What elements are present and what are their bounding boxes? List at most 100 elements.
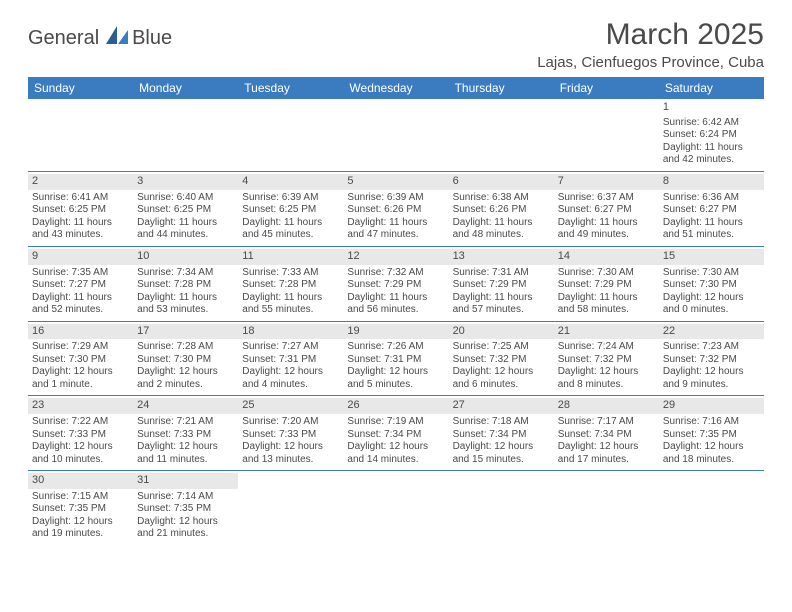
- daylight-text: Daylight: 12 hours and 13 minutes.: [242, 441, 339, 466]
- sunrise-text: Sunrise: 6:39 AM: [347, 192, 444, 205]
- day-number: 21: [554, 324, 659, 340]
- day-cell: 9Sunrise: 7:35 AMSunset: 7:27 PMDaylight…: [28, 247, 133, 321]
- daylight-text: Daylight: 12 hours and 9 minutes.: [663, 366, 760, 391]
- day-number: 26: [343, 398, 448, 414]
- daylight-text: Daylight: 11 hours and 47 minutes.: [347, 217, 444, 242]
- sunset-text: Sunset: 7:30 PM: [137, 354, 234, 367]
- calendar: SundayMondayTuesdayWednesdayThursdayFrid…: [28, 77, 764, 545]
- day-cell: 13Sunrise: 7:31 AMSunset: 7:29 PMDayligh…: [449, 247, 554, 321]
- day-cell: [343, 471, 448, 545]
- sunset-text: Sunset: 7:29 PM: [558, 279, 655, 292]
- day-number: 22: [659, 324, 764, 340]
- day-cell: 17Sunrise: 7:28 AMSunset: 7:30 PMDayligh…: [133, 322, 238, 396]
- sunrise-text: Sunrise: 7:16 AM: [663, 416, 760, 429]
- daylight-text: Daylight: 12 hours and 18 minutes.: [663, 441, 760, 466]
- day-cell: 29Sunrise: 7:16 AMSunset: 7:35 PMDayligh…: [659, 396, 764, 470]
- day-number: 23: [28, 398, 133, 414]
- day-cell: 5Sunrise: 6:39 AMSunset: 6:26 PMDaylight…: [343, 172, 448, 246]
- sunset-text: Sunset: 7:32 PM: [453, 354, 550, 367]
- day-cell: 30Sunrise: 7:15 AMSunset: 7:35 PMDayligh…: [28, 471, 133, 545]
- day-number: 12: [343, 249, 448, 265]
- sunrise-text: Sunrise: 7:19 AM: [347, 416, 444, 429]
- sunset-text: Sunset: 7:35 PM: [32, 503, 129, 516]
- day-number: 7: [554, 174, 659, 190]
- sunrise-text: Sunrise: 6:37 AM: [558, 192, 655, 205]
- sunset-text: Sunset: 7:27 PM: [32, 279, 129, 292]
- daylight-text: Daylight: 11 hours and 55 minutes.: [242, 292, 339, 317]
- day-cell: 16Sunrise: 7:29 AMSunset: 7:30 PMDayligh…: [28, 322, 133, 396]
- sunset-text: Sunset: 7:32 PM: [663, 354, 760, 367]
- sunset-text: Sunset: 6:25 PM: [32, 204, 129, 217]
- day-number: 15: [659, 249, 764, 265]
- month-title: March 2025: [537, 18, 764, 52]
- day-number: 11: [238, 249, 343, 265]
- sunrise-text: Sunrise: 6:38 AM: [453, 192, 550, 205]
- daylight-text: Daylight: 11 hours and 52 minutes.: [32, 292, 129, 317]
- day-cell: [343, 99, 448, 171]
- sunrise-text: Sunrise: 7:20 AM: [242, 416, 339, 429]
- sunrise-text: Sunrise: 6:42 AM: [663, 117, 760, 130]
- day-number: 30: [28, 473, 133, 489]
- daylight-text: Daylight: 12 hours and 10 minutes.: [32, 441, 129, 466]
- daylight-text: Daylight: 11 hours and 44 minutes.: [137, 217, 234, 242]
- weekday-header: Tuesday: [238, 77, 343, 99]
- daylight-text: Daylight: 12 hours and 1 minute.: [32, 366, 129, 391]
- logo: General Blue: [28, 26, 172, 55]
- day-cell: 1Sunrise: 6:42 AMSunset: 6:24 PMDaylight…: [659, 99, 764, 171]
- day-cell: 11Sunrise: 7:33 AMSunset: 7:28 PMDayligh…: [238, 247, 343, 321]
- daylight-text: Daylight: 11 hours and 42 minutes.: [663, 142, 760, 167]
- day-number: 2: [28, 174, 133, 190]
- daylight-text: Daylight: 11 hours and 48 minutes.: [453, 217, 550, 242]
- weekday-header: Thursday: [449, 77, 554, 99]
- daylight-text: Daylight: 11 hours and 58 minutes.: [558, 292, 655, 317]
- sunrise-text: Sunrise: 7:25 AM: [453, 341, 550, 354]
- daylight-text: Daylight: 12 hours and 4 minutes.: [242, 366, 339, 391]
- day-cell: 23Sunrise: 7:22 AMSunset: 7:33 PMDayligh…: [28, 396, 133, 470]
- sunset-text: Sunset: 6:25 PM: [137, 204, 234, 217]
- week-row: 9Sunrise: 7:35 AMSunset: 7:27 PMDaylight…: [28, 247, 764, 322]
- sunset-text: Sunset: 6:27 PM: [558, 204, 655, 217]
- sunrise-text: Sunrise: 6:36 AM: [663, 192, 760, 205]
- daylight-text: Daylight: 12 hours and 15 minutes.: [453, 441, 550, 466]
- daylight-text: Daylight: 12 hours and 19 minutes.: [32, 516, 129, 541]
- day-cell: 10Sunrise: 7:34 AMSunset: 7:28 PMDayligh…: [133, 247, 238, 321]
- day-cell: 28Sunrise: 7:17 AMSunset: 7:34 PMDayligh…: [554, 396, 659, 470]
- sunrise-text: Sunrise: 7:17 AM: [558, 416, 655, 429]
- sunrise-text: Sunrise: 7:34 AM: [137, 267, 234, 280]
- day-cell: [554, 99, 659, 171]
- sunset-text: Sunset: 7:31 PM: [242, 354, 339, 367]
- day-cell: 14Sunrise: 7:30 AMSunset: 7:29 PMDayligh…: [554, 247, 659, 321]
- sunset-text: Sunset: 7:35 PM: [137, 503, 234, 516]
- day-number: 27: [449, 398, 554, 414]
- sunset-text: Sunset: 7:34 PM: [558, 429, 655, 442]
- sunset-text: Sunset: 7:34 PM: [347, 429, 444, 442]
- day-cell: [554, 471, 659, 545]
- sunrise-text: Sunrise: 7:31 AM: [453, 267, 550, 280]
- sunrise-text: Sunrise: 7:23 AM: [663, 341, 760, 354]
- day-number: 8: [659, 174, 764, 190]
- day-number: 28: [554, 398, 659, 414]
- sunset-text: Sunset: 7:33 PM: [137, 429, 234, 442]
- week-row: 1Sunrise: 6:42 AMSunset: 6:24 PMDaylight…: [28, 99, 764, 172]
- day-cell: 2Sunrise: 6:41 AMSunset: 6:25 PMDaylight…: [28, 172, 133, 246]
- sunset-text: Sunset: 7:31 PM: [347, 354, 444, 367]
- day-number: 1: [663, 101, 760, 117]
- daylight-text: Daylight: 12 hours and 0 minutes.: [663, 292, 760, 317]
- sunset-text: Sunset: 6:27 PM: [663, 204, 760, 217]
- sunrise-text: Sunrise: 7:21 AM: [137, 416, 234, 429]
- sunset-text: Sunset: 7:33 PM: [32, 429, 129, 442]
- day-number: 31: [133, 473, 238, 489]
- sunset-text: Sunset: 6:25 PM: [242, 204, 339, 217]
- daylight-text: Daylight: 11 hours and 45 minutes.: [242, 217, 339, 242]
- sunrise-text: Sunrise: 6:41 AM: [32, 192, 129, 205]
- calendar-grid: 1Sunrise: 6:42 AMSunset: 6:24 PMDaylight…: [28, 99, 764, 545]
- day-cell: 3Sunrise: 6:40 AMSunset: 6:25 PMDaylight…: [133, 172, 238, 246]
- sunset-text: Sunset: 7:29 PM: [453, 279, 550, 292]
- week-row: 23Sunrise: 7:22 AMSunset: 7:33 PMDayligh…: [28, 396, 764, 471]
- day-number: 14: [554, 249, 659, 265]
- sunset-text: Sunset: 7:33 PM: [242, 429, 339, 442]
- sunset-text: Sunset: 7:32 PM: [558, 354, 655, 367]
- day-number: 25: [238, 398, 343, 414]
- sunset-text: Sunset: 7:35 PM: [663, 429, 760, 442]
- week-row: 30Sunrise: 7:15 AMSunset: 7:35 PMDayligh…: [28, 471, 764, 545]
